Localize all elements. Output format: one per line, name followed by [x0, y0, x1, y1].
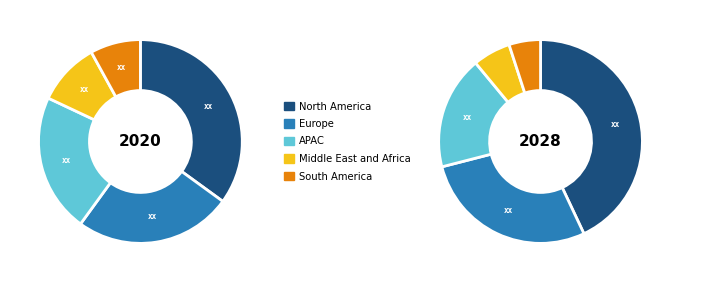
Wedge shape: [91, 40, 140, 97]
Text: xx: xx: [503, 206, 512, 215]
Text: xx: xx: [463, 113, 472, 122]
Wedge shape: [439, 63, 508, 167]
Wedge shape: [442, 154, 584, 243]
Wedge shape: [541, 40, 642, 234]
Wedge shape: [48, 52, 116, 120]
Text: xx: xx: [62, 156, 71, 165]
Wedge shape: [81, 171, 223, 243]
Wedge shape: [39, 98, 110, 224]
Text: xx: xx: [611, 120, 620, 129]
Wedge shape: [140, 40, 242, 201]
Legend: North America, Europe, APAC, Middle East and Africa, South America: North America, Europe, APAC, Middle East…: [280, 98, 415, 185]
Wedge shape: [509, 40, 541, 93]
Text: xx: xx: [147, 213, 157, 222]
Text: xx: xx: [117, 63, 126, 72]
Text: xx: xx: [80, 85, 89, 94]
Wedge shape: [475, 45, 525, 102]
Text: xx: xx: [204, 102, 213, 111]
Text: 2028: 2028: [519, 134, 562, 149]
Text: 2020: 2020: [119, 134, 161, 149]
